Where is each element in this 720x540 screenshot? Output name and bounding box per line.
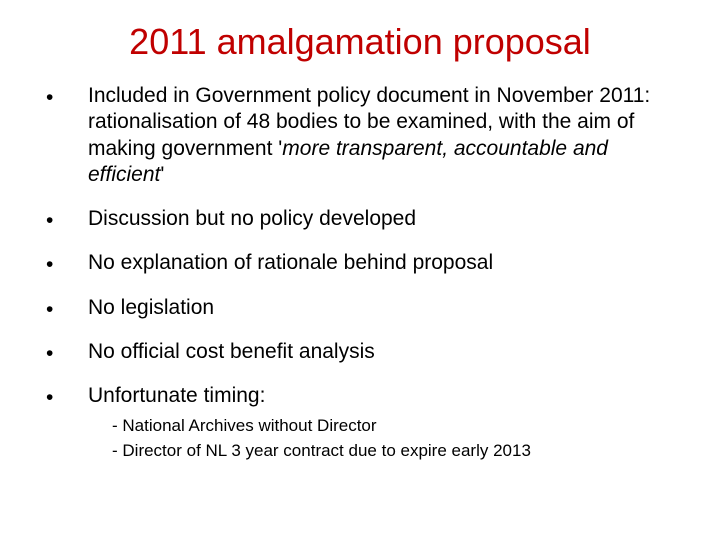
bullet-dot-icon: •: [46, 341, 53, 367]
sub-bullet-list: - National Archives without Director - D…: [88, 415, 680, 463]
slide: 2011 amalgamation proposal • Included in…: [0, 0, 720, 540]
bullet-text: No legislation: [88, 296, 214, 319]
bullet-text: No explanation of rationale behind propo…: [88, 251, 493, 274]
bullet-item: • No official cost benefit analysis: [40, 339, 680, 365]
bullet-item: • No legislation: [40, 295, 680, 321]
bullet-text: Included in Government policy document i…: [88, 84, 650, 186]
sub-bullet-item: - National Archives without Director: [112, 415, 680, 438]
bullet-item: • Discussion but no policy developed: [40, 206, 680, 232]
sub-bullet-item: - Director of NL 3 year contract due to …: [112, 440, 680, 463]
bullet-dot-icon: •: [46, 297, 53, 323]
bullet-dot-icon: •: [46, 385, 53, 411]
bullet-list: • Included in Government policy document…: [40, 83, 680, 463]
slide-title: 2011 amalgamation proposal: [40, 20, 680, 63]
bullet-text: No official cost benefit analysis: [88, 340, 375, 363]
bullet-text: Unfortunate timing:: [88, 384, 265, 407]
bullet-text: Discussion but no policy developed: [88, 207, 416, 230]
bullet-dot-icon: •: [46, 208, 53, 234]
bullet-item: • Included in Government policy document…: [40, 83, 680, 188]
bullet-item: • Unfortunate timing: - National Archive…: [40, 383, 680, 463]
bullet-item: • No explanation of rationale behind pro…: [40, 250, 680, 276]
bullet-dot-icon: •: [46, 252, 53, 278]
bullet-dot-icon: •: [46, 85, 53, 111]
